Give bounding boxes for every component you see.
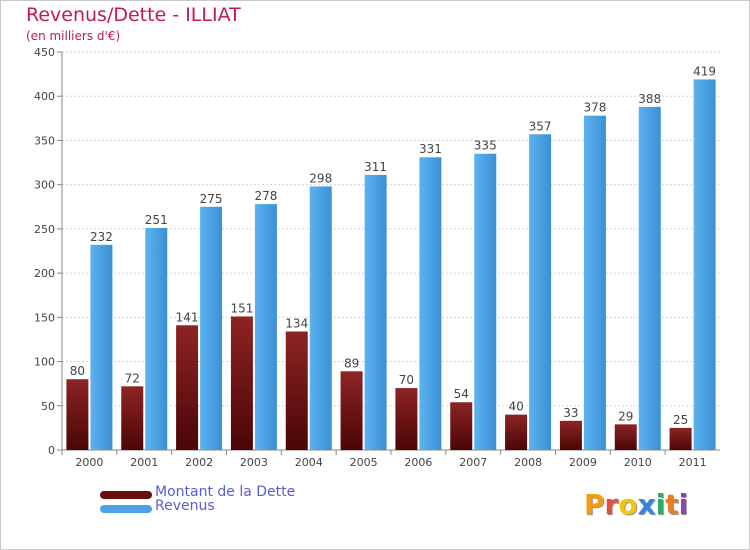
legend-swatch-dette <box>100 491 152 499</box>
y-tick-label-0: 0 <box>48 444 55 457</box>
dette-value-2004: 134 <box>285 316 308 330</box>
revenus-bar-2005 <box>364 174 387 450</box>
revenus-bar-2007 <box>474 153 497 450</box>
logo-letter: P <box>584 488 605 521</box>
x-tick-label-2011: 2011 <box>679 456 707 469</box>
revenus-value-2003: 278 <box>254 189 277 203</box>
grid <box>57 51 720 455</box>
dette-value-2000: 80 <box>70 364 85 378</box>
x-tick-label-2010: 2010 <box>624 456 652 469</box>
logo-letter: x <box>637 488 656 521</box>
dette-value-2005: 89 <box>344 356 359 370</box>
x-tick-label-2000: 2000 <box>75 456 103 469</box>
dette-value-2009: 33 <box>563 406 578 420</box>
legend-label-dette: Montant de la Dette <box>155 484 296 500</box>
revenus-bar-2010 <box>638 106 661 450</box>
dette-bar-2008 <box>505 414 528 450</box>
chart-subtitle: (en milliers d'€) <box>26 29 121 43</box>
dette-bar-2011 <box>669 427 692 450</box>
y-tick-label-450: 450 <box>34 46 55 59</box>
x-tick-label-2006: 2006 <box>404 456 432 469</box>
revenus-bar-2002 <box>200 206 223 450</box>
revenus-value-2007: 335 <box>474 139 497 153</box>
dette-bar-2001 <box>121 386 144 450</box>
revenus-value-2008: 357 <box>529 119 552 133</box>
dette-bar-2006 <box>395 388 418 450</box>
dette-value-2007: 54 <box>454 387 469 401</box>
revenus-bar-2008 <box>529 134 552 450</box>
dette-bar-2005 <box>340 371 363 450</box>
y-tick-label-250: 250 <box>34 223 55 236</box>
x-tick-label-2001: 2001 <box>130 456 158 469</box>
dette-value-2006: 70 <box>399 373 414 387</box>
legend-label-revenus: Revenus <box>155 498 215 514</box>
revenus-value-2004: 298 <box>309 171 332 185</box>
revenus-bar-2004 <box>309 186 332 451</box>
dette-bar-2000 <box>66 379 89 450</box>
x-tick-label-2008: 2008 <box>514 456 542 469</box>
x-tick-label-2004: 2004 <box>295 456 323 469</box>
logo-letter: o <box>618 488 638 521</box>
x-tick-label-2009: 2009 <box>569 456 597 469</box>
proxiti-logo: Proxiti <box>584 488 688 521</box>
dette-value-2002: 141 <box>176 310 199 324</box>
dette-bar-2007 <box>450 402 473 450</box>
revenus-bar-2000 <box>90 244 113 450</box>
revenus-bar-2001 <box>145 228 168 450</box>
dette-bar-2004 <box>285 331 308 450</box>
revenus-value-2000: 232 <box>90 230 113 244</box>
revenus-bar-2009 <box>583 115 606 451</box>
revenus-value-2001: 251 <box>145 213 168 227</box>
dette-value-2003: 151 <box>230 301 253 315</box>
dette-value-2010: 29 <box>618 409 633 423</box>
x-tick-label-2005: 2005 <box>350 456 378 469</box>
dette-bar-2003 <box>230 316 253 450</box>
y-tick-label-300: 300 <box>34 179 55 192</box>
y-tick-label-200: 200 <box>34 267 55 280</box>
x-tick-label-2007: 2007 <box>459 456 487 469</box>
y-tick-label-400: 400 <box>34 90 55 103</box>
revenus-value-2010: 388 <box>638 92 661 106</box>
y-tick-label-100: 100 <box>34 356 55 369</box>
logo-letter: i <box>678 488 689 521</box>
dette-value-2008: 40 <box>508 400 523 414</box>
logo-letter: i <box>655 488 666 521</box>
chart-title: Revenus/Dette - ILLIAT <box>26 4 241 26</box>
logo-letter: r <box>604 488 619 521</box>
dette-value-2011: 25 <box>673 413 688 427</box>
revenus-value-2009: 378 <box>583 101 606 115</box>
x-tick-label-2003: 2003 <box>240 456 268 469</box>
y-tick-label-350: 350 <box>34 134 55 147</box>
y-tick-label-150: 150 <box>34 311 55 324</box>
dette-value-2001: 72 <box>125 371 140 385</box>
revenus-bar-2006 <box>419 157 442 450</box>
revenus-value-2005: 311 <box>364 160 387 174</box>
dette-bar-2009 <box>559 420 582 450</box>
revenus-value-2006: 331 <box>419 142 442 156</box>
labels: 0 50 100 150 200 250 300 350 400 450 2000 80 232 2001… <box>34 46 716 469</box>
revenus-value-2011: 419 <box>693 64 716 78</box>
bars <box>66 79 716 451</box>
revenus-bar-2011 <box>693 79 716 450</box>
logo-letter: t <box>665 488 679 521</box>
dette-bar-2002 <box>176 325 199 450</box>
x-tick-label-2002: 2002 <box>185 456 213 469</box>
dette-bar-2010 <box>614 424 637 450</box>
revenus-bar-2003 <box>254 204 277 450</box>
revenus-value-2002: 275 <box>200 192 223 206</box>
y-tick-label-50: 50 <box>41 400 55 413</box>
legend-swatch-revenus <box>100 505 152 513</box>
